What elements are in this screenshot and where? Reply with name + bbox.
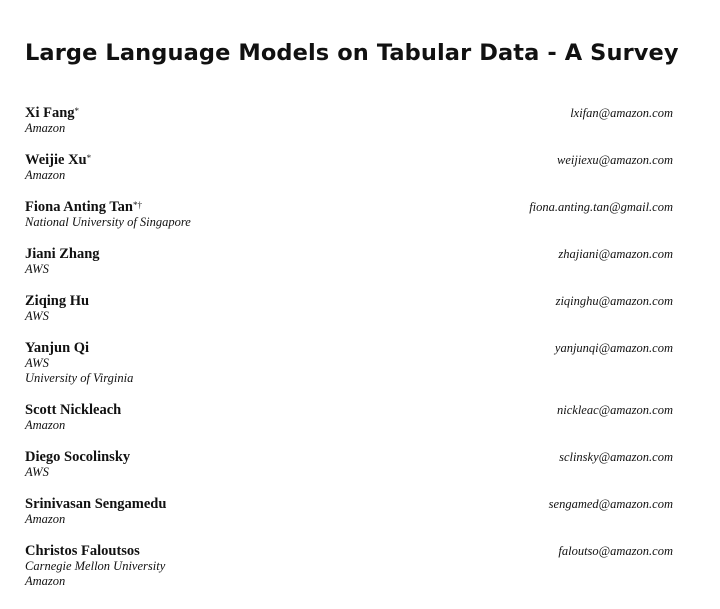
author-block: Jiani Zhang AWS zhajiani@amazon.com (25, 246, 673, 277)
author-name: Scott Nickleach (25, 402, 673, 418)
author-name-text: Srinivasan Sengamedu (25, 496, 167, 512)
author-block: Scott Nickleach Amazon nickleac@amazon.com (25, 402, 673, 433)
author-block: Srinivasan Sengamedu Amazon sengamed@amazo… (25, 496, 673, 527)
author-block: Fiona Anting Tan*† National University of… (25, 199, 673, 230)
author-email: sclinsky@amazon.com (559, 450, 673, 464)
author-email: weijiexu@amazon.com (557, 153, 673, 167)
author-affiliation: Amazon (25, 121, 66, 135)
author-email: sengamed@amazon.com (548, 497, 673, 511)
author-block: Xi Fang* Amazon lxifan@amazon.com (25, 105, 673, 136)
author-name-text: Xi Fang (25, 105, 75, 121)
author-name-text: Yanjun Qi (25, 340, 90, 356)
author-affiliation: University of Virginia (25, 371, 134, 385)
author-footnote-mark: * (74, 106, 80, 116)
author-name-text: Jiani Zhang (25, 246, 100, 262)
author-name-text: Ziqing Hu (25, 293, 90, 309)
author-affiliation: Amazon (25, 574, 66, 588)
author-name: Jiani Zhang (25, 246, 673, 262)
author-affiliation: Carnegie Mellon University (25, 559, 166, 573)
author-email: faloutso@amazon.com (558, 544, 673, 558)
author-name: Weijie Xu* (25, 152, 673, 168)
author-email: nickleac@amazon.com (557, 403, 673, 417)
author-name-text: Fiona Anting Tan (25, 199, 133, 215)
author-affiliation: Amazon (25, 418, 66, 432)
author-block: Diego Socolinsky AWS sclinsky@amazon.com (25, 449, 673, 480)
author-name-text: Scott Nickleach (25, 402, 122, 418)
author-affiliation: Amazon (25, 168, 66, 182)
author-affiliation: AWS (25, 356, 49, 370)
author-name: Diego Socolinsky (25, 449, 673, 465)
author-email: yanjunqi@amazon.com (554, 341, 673, 355)
author-name: Srinivasan Sengamedu (25, 496, 673, 512)
author-name-text: Diego Socolinsky (25, 449, 131, 465)
author-block: Yanjun Qi AWS University of Virginia yanjun… (25, 340, 673, 386)
paper-title: Large Language Models on Tabular Data - … (25, 40, 679, 66)
author-affiliation: Amazon (25, 512, 66, 526)
author-name: Fiona Anting Tan*† (25, 199, 673, 215)
author-name: Xi Fang* (25, 105, 673, 121)
author-name-text: Christos Faloutsos (25, 543, 140, 559)
author-name: Christos Faloutsos (25, 543, 673, 559)
author-affiliation: AWS (25, 309, 49, 323)
author-list: Xi Fang* Amazon lxifan@amazon.com Weijie Xu… (25, 105, 673, 605)
author-email: zhajiani@amazon.com (558, 247, 673, 261)
author-block: Ziqing Hu AWS ziqinghu@amazon.com (25, 293, 673, 324)
author-affiliation: National University of Singapore (25, 215, 191, 229)
author-affiliation: AWS (25, 465, 49, 479)
author-affiliation: AWS (25, 262, 49, 276)
author-email: lxifan@amazon.com (570, 106, 673, 120)
author-footnote-mark: *† (133, 200, 142, 210)
author-name: Ziqing Hu (25, 293, 673, 309)
author-name: Yanjun Qi (25, 340, 673, 356)
author-email: ziqinghu@amazon.com (555, 294, 673, 308)
author-name-text: Weijie Xu (25, 152, 87, 168)
author-footnote-mark: * (86, 153, 92, 163)
author-email: fiona.anting.tan@gmail.com (529, 200, 673, 214)
author-block: Christos Faloutsos Carnegie Mellon Univer… (25, 543, 673, 589)
author-block: Weijie Xu* Amazon weijiexu@amazon.com (25, 152, 673, 183)
